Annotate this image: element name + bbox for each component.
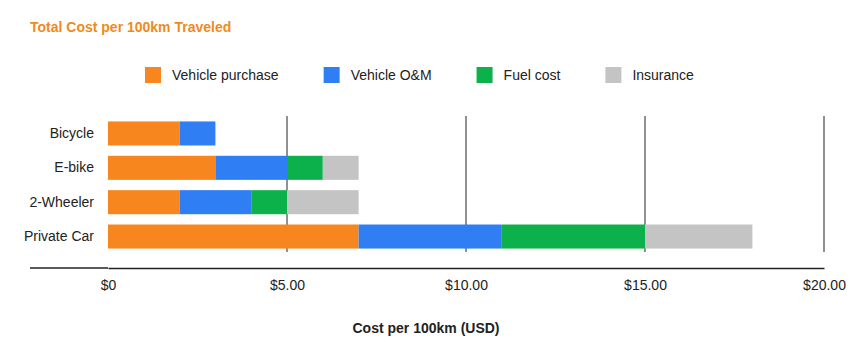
tick: $10.00 bbox=[445, 268, 488, 293]
legend-label: Vehicle O&M bbox=[351, 67, 432, 83]
chart: Total Cost per 100km Traveled Bicycle E-bi… bbox=[0, 0, 861, 352]
x-axis-title: Cost per 100km (USD) bbox=[352, 320, 499, 336]
legend-swatch bbox=[605, 67, 621, 83]
bar-segment bbox=[180, 190, 252, 214]
legend-label: Fuel cost bbox=[504, 67, 561, 83]
bar-segment bbox=[251, 190, 287, 214]
bar-segment bbox=[108, 121, 180, 145]
series bbox=[180, 121, 502, 248]
legend-item: Vehicle O&M bbox=[324, 67, 432, 83]
legend-swatch bbox=[324, 67, 340, 83]
legend-swatch bbox=[477, 67, 493, 83]
bar-segment bbox=[108, 190, 180, 214]
tick: $5.00 bbox=[270, 268, 305, 293]
grid-line bbox=[824, 116, 825, 252]
tick-label: $5.00 bbox=[270, 277, 305, 293]
tick-label: $20.00 bbox=[803, 277, 846, 293]
series bbox=[251, 156, 645, 249]
bars bbox=[108, 121, 752, 248]
bar-segment bbox=[108, 225, 359, 249]
legend-item: Fuel cost bbox=[477, 67, 561, 83]
tick-label: $10.00 bbox=[445, 277, 488, 293]
bar-segment bbox=[108, 156, 215, 180]
tick: $15.00 bbox=[624, 268, 667, 293]
legend-item: Vehicle purchase bbox=[145, 67, 279, 83]
tick: $20.00 bbox=[803, 268, 846, 293]
bar-segment bbox=[215, 121, 216, 145]
legend-label: Insurance bbox=[632, 67, 694, 83]
tick: E-bike bbox=[54, 159, 108, 175]
bar-segment bbox=[215, 156, 287, 180]
legend: Vehicle purchase Vehicle O&M Fuel cost Insu… bbox=[145, 67, 694, 83]
y-axis: Bicycle E-bike 2-Wheeler Private Car bbox=[24, 125, 108, 244]
tick-label: Private Car bbox=[24, 228, 94, 244]
tick: Bicycle bbox=[50, 125, 108, 141]
axis-line bbox=[109, 268, 825, 270]
bar-segment bbox=[645, 225, 752, 249]
tick-label: $0 bbox=[101, 277, 117, 293]
bar-segment bbox=[180, 121, 216, 145]
tick-label: E-bike bbox=[54, 159, 94, 175]
tick-label: 2-Wheeler bbox=[29, 194, 94, 210]
tick: 2-Wheeler bbox=[29, 194, 108, 210]
tick-label: Bicycle bbox=[50, 125, 95, 141]
tick: $0 bbox=[101, 268, 117, 293]
legend-label: Vehicle purchase bbox=[172, 67, 279, 83]
bar-segment bbox=[502, 225, 645, 249]
title: Total Cost per 100km Traveled bbox=[30, 19, 231, 35]
series bbox=[287, 156, 752, 249]
bar-segment bbox=[287, 156, 323, 180]
grid bbox=[287, 116, 824, 252]
legend-item: Insurance bbox=[605, 67, 694, 83]
bar-segment bbox=[215, 121, 216, 145]
bar-segment bbox=[359, 225, 502, 249]
bar-segment bbox=[287, 190, 359, 214]
series bbox=[108, 121, 359, 248]
tick-label: $15.00 bbox=[624, 277, 667, 293]
bar-segment bbox=[323, 156, 359, 180]
tick: Private Car bbox=[24, 228, 108, 244]
axis-line-extension bbox=[30, 267, 108, 269]
legend-swatch bbox=[145, 67, 161, 83]
x-axis: $0 $5.00 $10.00 $15.00 $20.00 bbox=[101, 268, 846, 293]
